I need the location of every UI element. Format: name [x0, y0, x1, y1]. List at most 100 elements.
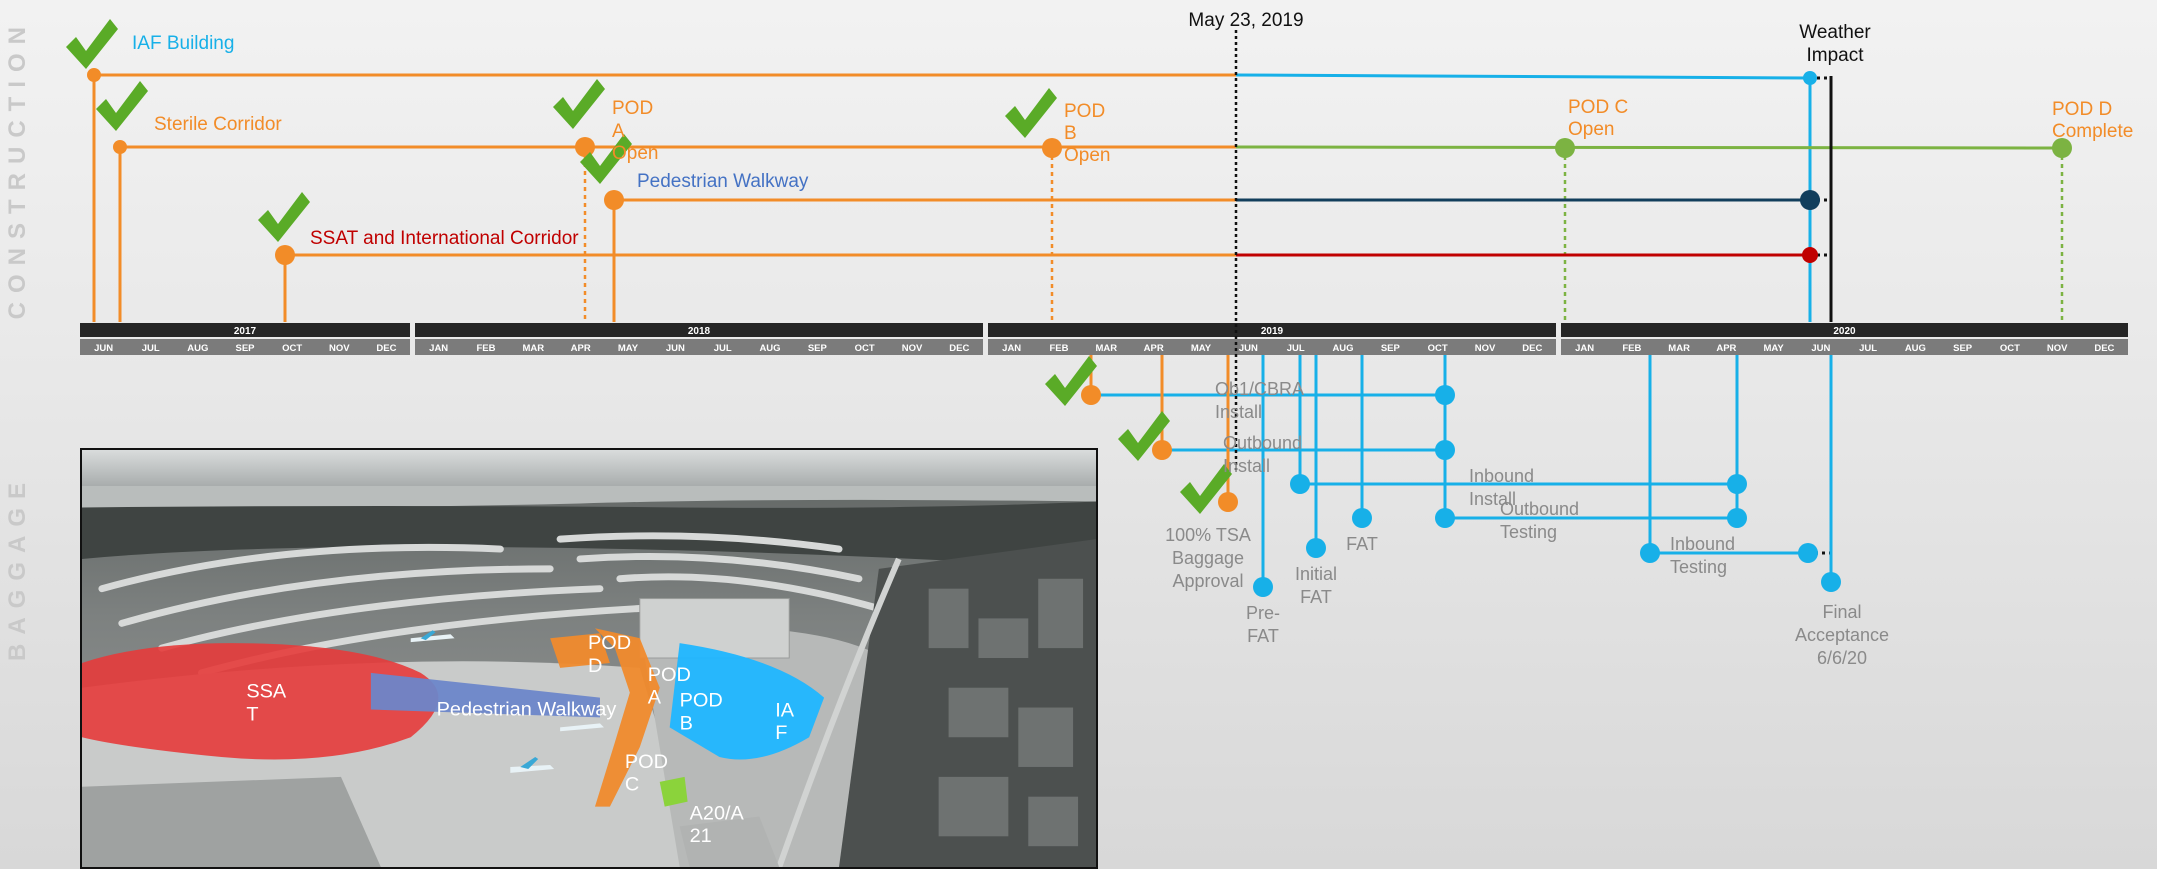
pod-d-label-1: POD D [2052, 99, 2112, 120]
month-label: MAR [1668, 343, 1690, 354]
year-band-2017 [80, 323, 410, 337]
photo-pod-c-label-2: C [625, 774, 639, 796]
construction-section [87, 68, 2072, 322]
initial-fat-label-1: Initial [1295, 564, 1337, 584]
month-label: SEP [1381, 343, 1401, 354]
month-label: NOV [329, 343, 350, 354]
month-label: JUL [1859, 343, 1877, 354]
month-label: JUN [666, 343, 685, 354]
tsa-label-3: Approval [1172, 571, 1243, 591]
month-label: NOV [1475, 343, 1496, 354]
checkmark-icon-ssat [258, 192, 310, 242]
month-band-2020 [1561, 339, 2128, 355]
month-label: FEB [1050, 343, 1069, 354]
month-label: MAY [1764, 343, 1785, 354]
month-label: MAR [1096, 343, 1118, 354]
checkmark-icon-pod-b [1005, 88, 1057, 138]
photo-iaf-label-2: F [775, 722, 787, 744]
photo-pod-b-label-2: B [680, 712, 693, 734]
photo-pod-c-label-1: POD [625, 751, 668, 773]
year-band-2020 [1561, 323, 2128, 337]
year-label: 2018 [688, 326, 711, 337]
year-label: 2020 [1833, 326, 1856, 337]
outbound-install-label-2: Install [1223, 456, 1270, 476]
month-band-2017 [80, 339, 410, 355]
month-band-2018 [415, 339, 983, 355]
month-label: NOV [902, 343, 923, 354]
checkmark-icon-tsa [1180, 464, 1232, 514]
iaf-building-label: IAF Building [132, 33, 234, 54]
pod-b-label-2: B [1064, 123, 1077, 144]
month-band-2019 [988, 339, 1556, 355]
checkmarks [66, 19, 1232, 514]
photo-ssat-label-2: T [246, 703, 258, 725]
month-label: APR [1144, 343, 1164, 354]
month-label: JUN [94, 343, 113, 354]
inbound-install-label-1: Inbound [1469, 466, 1534, 486]
outbound-testing-label-1: Outbound [1500, 499, 1579, 519]
pre-fat-label-2: FAT [1247, 626, 1279, 646]
month-label: DEC [2094, 343, 2114, 354]
month-label: JUN [1811, 343, 1830, 354]
inbound-install-label-2: Install [1469, 489, 1516, 509]
checkmark-icon-sterile [96, 81, 148, 131]
month-label: JAN [1575, 343, 1594, 354]
final-acceptance-label-2: Acceptance [1795, 625, 1889, 645]
photo-pod-a-label-2: A [648, 687, 662, 709]
month-label: JUL [714, 343, 732, 354]
pod-a-label-2: A [612, 121, 625, 142]
final-acceptance-label-1: Final [1822, 602, 1861, 622]
month-label: NOV [2047, 343, 2068, 354]
current-date-label: May 23, 2019 [1188, 10, 1303, 31]
month-label: APR [1716, 343, 1736, 354]
weather-label-line2: Impact [1806, 45, 1864, 66]
aerial-photo: SSA T Pedestrian Walkway POD D POD A POD… [80, 448, 1098, 869]
pod-a-label-1: POD [612, 98, 653, 119]
pre-fat-label-1: Pre- [1246, 603, 1280, 623]
photo-iaf-label-1: IA [775, 699, 795, 721]
photo-ssat-label-1: SSA [246, 681, 287, 703]
timeline-axis: 2017 JUN JUL AUG SEP OCT NOV DEC 2018 JAN FEB MAR AP… [80, 323, 2128, 355]
month-label: DEC [949, 343, 969, 354]
outbound-testing-label-2: Testing [1500, 522, 1557, 542]
month-label: SEP [235, 343, 255, 354]
checkmark-icon-pod-a [553, 79, 605, 129]
photo-pod-d-label-1: POD [588, 632, 631, 654]
month-label: AUG [759, 343, 780, 354]
month-label: JUL [1287, 343, 1305, 354]
baggage-section [1081, 355, 1841, 597]
ob-cbra-label-2: Install [1215, 402, 1262, 422]
photo-pod-b-label-1: POD [680, 690, 723, 712]
month-label: DEC [1522, 343, 1542, 354]
tsa-label-2: Baggage [1172, 548, 1244, 568]
month-label: JUL [142, 343, 160, 354]
month-label: APR [571, 343, 591, 354]
sterile-corridor-label: Sterile Corridor [154, 114, 282, 135]
month-label: DEC [376, 343, 396, 354]
month-label: JAN [1002, 343, 1021, 354]
fat-label: FAT [1346, 534, 1378, 554]
pod-d-label-2: Complete [2052, 121, 2133, 142]
month-label: FEB [477, 343, 496, 354]
inbound-testing-label-1: Inbound [1670, 534, 1735, 554]
year-label: 2019 [1261, 326, 1284, 337]
photo-pod-a-label-1: POD [648, 664, 691, 686]
checkmark-icon-ob-cbra [1045, 356, 1097, 406]
pod-a-label-3: Open [612, 143, 658, 164]
month-label: MAR [523, 343, 545, 354]
month-label: MAY [1191, 343, 1212, 354]
month-label: MAY [618, 343, 639, 354]
month-label: OCT [1428, 343, 1448, 354]
tsa-label-1: 100% TSA [1165, 525, 1251, 545]
month-label: SEP [808, 343, 828, 354]
month-label: FEB [1622, 343, 1641, 354]
year-band-2018 [415, 323, 983, 337]
photo-a20-label-2: 21 [690, 825, 712, 847]
photo-a20-label-1: A20/A [690, 803, 745, 825]
pedestrian-walkway-label: Pedestrian Walkway [637, 171, 809, 192]
pod-c-label-1: POD C [1568, 97, 1628, 118]
checkmark-icon-outbound-install [1118, 411, 1170, 461]
outbound-install-label-1: Outbound [1223, 433, 1302, 453]
checkmark-icon-iaf [66, 19, 118, 69]
year-label: 2017 [234, 326, 257, 337]
